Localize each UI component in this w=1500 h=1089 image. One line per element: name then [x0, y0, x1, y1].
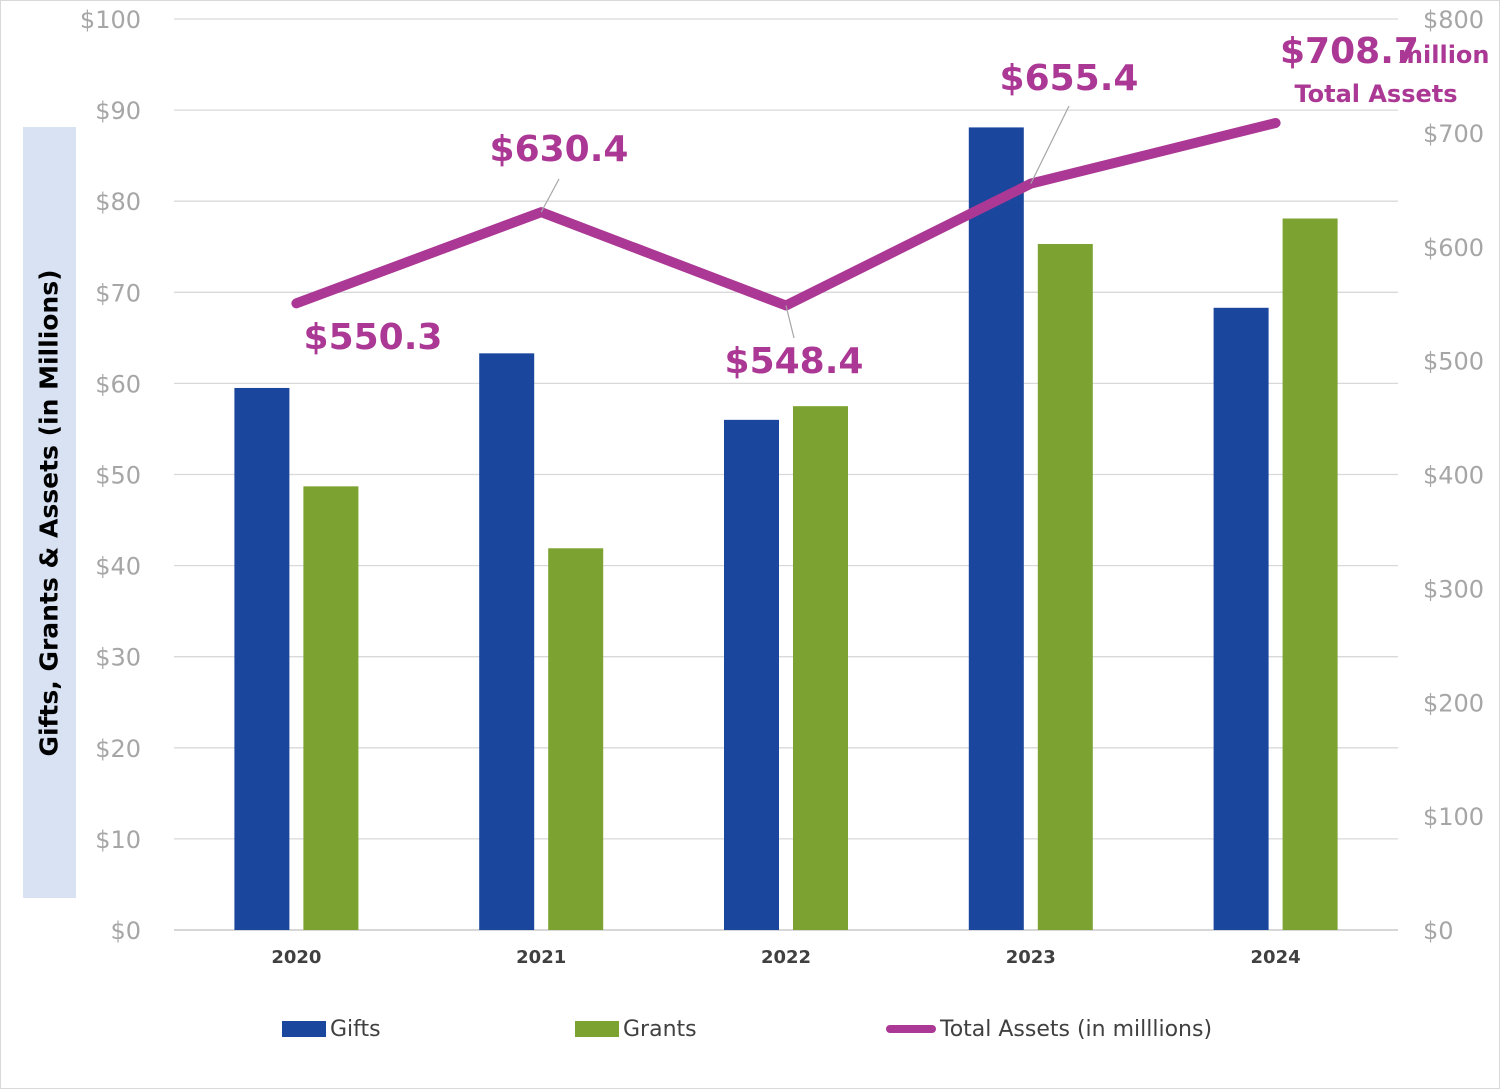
y-tick-label: $80 — [95, 188, 141, 216]
y2-tick-label: $0 — [1423, 917, 1454, 945]
legend-label-total-assets: Total Assets (in milllions) — [940, 1016, 1213, 1042]
data-label-leader — [540, 178, 560, 213]
y-tick-label: $50 — [95, 462, 141, 490]
bar-grants — [548, 548, 604, 930]
y-axis-label-background — [23, 127, 76, 898]
y-tick-label: $20 — [95, 735, 141, 763]
annotation-unit: million — [1398, 41, 1490, 69]
legend-item-total-assets: Total Assets (in milllions) — [886, 1009, 1212, 1049]
x-tick-label: 2021 — [516, 947, 566, 968]
y2-tick-label: $800 — [1423, 6, 1484, 34]
y-tick-label: $70 — [95, 279, 141, 307]
y2-tick-label: $400 — [1423, 462, 1484, 490]
data-label-total-assets: $630.4 — [490, 129, 629, 170]
y-tick-label: $0 — [110, 917, 141, 945]
bar-gifts — [1213, 307, 1269, 930]
y2-tick-label: $100 — [1423, 803, 1484, 831]
legend-label-grants: Grants — [623, 1016, 697, 1042]
x-tick-label: 2022 — [761, 947, 811, 968]
bar-grants — [793, 406, 848, 930]
y2-tick-label: $200 — [1423, 689, 1484, 717]
annotation-caption: Total Assets — [1294, 80, 1457, 108]
data-label-total-assets: $548.4 — [725, 341, 864, 382]
bar-gifts — [479, 353, 535, 930]
legend-item-gifts: Gifts — [282, 1009, 381, 1049]
bar-gifts — [724, 419, 779, 930]
legend: Gifts Grants Total Assets (in milllions) — [1, 1009, 1500, 1049]
data-label-total-assets: $655.4 — [1000, 58, 1139, 99]
y2-tick-label: $500 — [1423, 348, 1484, 376]
data-label-leader — [785, 305, 795, 339]
data-label-total-assets: $550.3 — [304, 317, 443, 358]
y-tick-label: $30 — [95, 644, 141, 672]
bar-gifts — [234, 387, 290, 931]
y-tick-label: $60 — [95, 370, 141, 398]
grants-swatch — [575, 1021, 619, 1037]
total-assets-point — [295, 302, 298, 305]
gifts-swatch — [282, 1021, 326, 1037]
bar-grants — [1282, 218, 1338, 930]
y-tick-label: $40 — [95, 553, 141, 581]
bar-grants — [1037, 244, 1093, 931]
y-tick-label: $90 — [95, 97, 141, 125]
y-tick-label: $100 — [80, 6, 141, 34]
total-assets-line — [291, 117, 1281, 311]
y-tick-label: $10 — [95, 826, 141, 854]
legend-item-grants: Grants — [575, 1009, 697, 1049]
bar-grants — [303, 486, 359, 930]
data-label-leader — [1030, 105, 1070, 184]
legend-label-gifts: Gifts — [330, 1016, 381, 1042]
x-tick-label: 2024 — [1251, 947, 1301, 968]
bar-gifts — [968, 127, 1024, 930]
total-assets-swatch — [886, 1025, 936, 1033]
y2-tick-label: $300 — [1423, 575, 1484, 603]
total-assets-point — [1274, 121, 1277, 124]
x-tick-label: 2023 — [1006, 947, 1056, 968]
y2-tick-label: $700 — [1423, 120, 1484, 148]
data-label-total-assets: $708.7 — [1280, 31, 1419, 72]
x-tick-label: 2020 — [271, 947, 321, 968]
y2-tick-label: $600 — [1423, 234, 1484, 262]
